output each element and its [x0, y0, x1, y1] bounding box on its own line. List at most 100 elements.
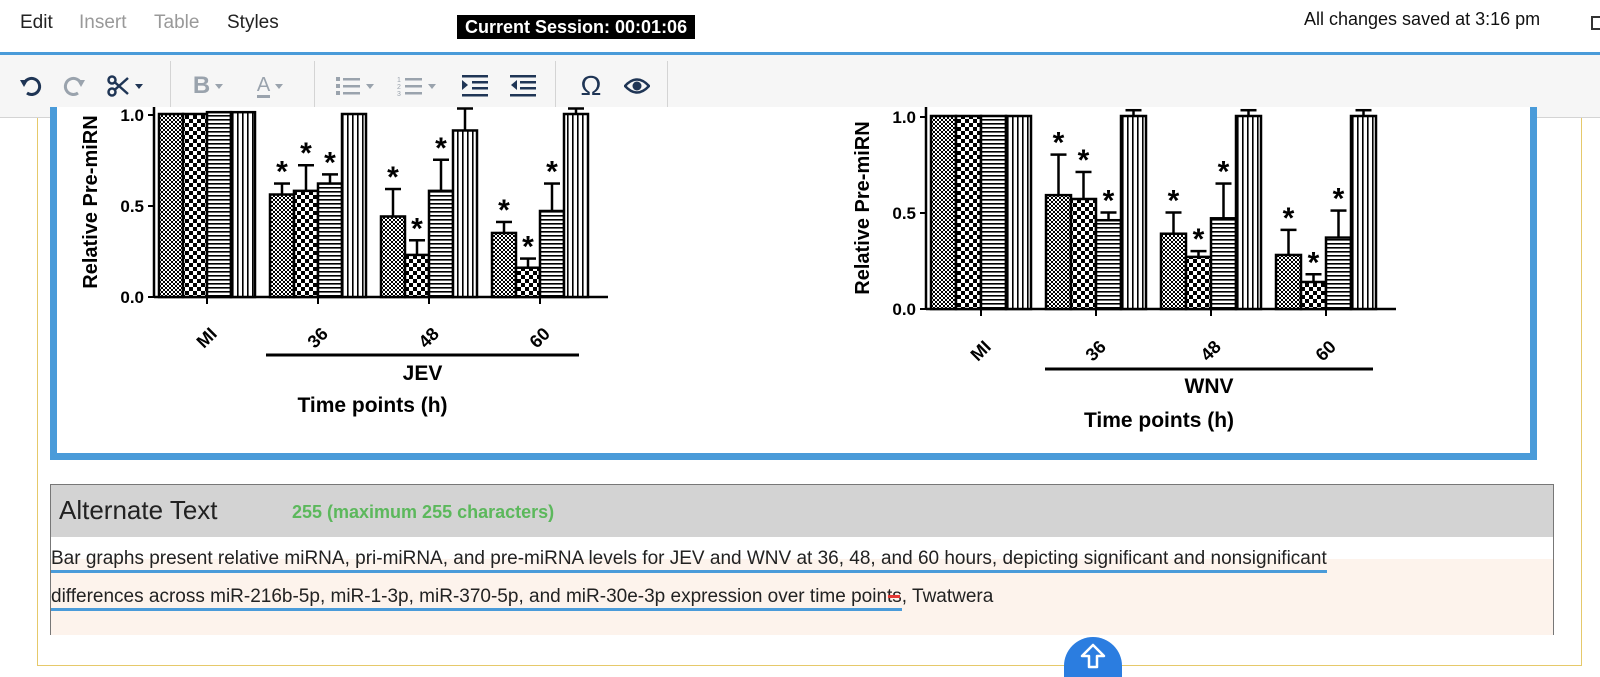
- bar: [514, 266, 542, 299]
- x-tick-label: 60: [526, 324, 554, 352]
- significance-marker: *: [1333, 183, 1345, 216]
- bullet-list-icon: [335, 77, 360, 95]
- bold-icon: B: [192, 72, 211, 99]
- undo-button[interactable]: [14, 69, 48, 103]
- significance-marker: *: [1168, 185, 1180, 218]
- alt-text-line-2-suffix: , Twatwera: [901, 586, 994, 607]
- outdent-button[interactable]: [506, 69, 540, 103]
- group-label: JEV: [403, 362, 443, 385]
- significance-marker: *: [522, 231, 534, 264]
- menu-table[interactable]: Table: [154, 12, 200, 33]
- alt-text-panel: Alternate Text 255 (maximum 255 characte…: [50, 484, 1554, 635]
- special-character-button[interactable]: Ω: [574, 69, 608, 103]
- bar: [268, 193, 296, 299]
- y-axis-label: Relative Pre-miRN: [80, 115, 102, 288]
- significance-marker: *: [1103, 185, 1115, 218]
- redo-icon: [63, 77, 85, 96]
- bar: [1209, 217, 1238, 311]
- bar: [403, 253, 431, 299]
- toolbar-divider: [314, 61, 315, 113]
- menu-edit[interactable]: Edit: [20, 12, 53, 33]
- svg-text:3: 3: [397, 91, 401, 97]
- alt-text-title: Alternate Text: [59, 495, 218, 525]
- bar: [316, 182, 344, 299]
- numbered-list-dropdown[interactable]: 1 2 3: [393, 69, 439, 103]
- redo-button[interactable]: [57, 69, 91, 103]
- character-counter: 255 (maximum 255 characters): [292, 502, 555, 522]
- menubar: Edit Insert Table Styles Current Session…: [0, 0, 1600, 55]
- bar: [340, 112, 368, 299]
- preview-button[interactable]: [620, 69, 654, 103]
- bar: [1119, 114, 1148, 311]
- bar: [1324, 236, 1353, 311]
- arrow-up-icon: [1080, 643, 1106, 669]
- y-axis-label: Relative Pre-miRN: [852, 121, 874, 294]
- bar: [181, 112, 209, 299]
- svg-text:1: 1: [397, 77, 401, 84]
- outdent-icon: [510, 75, 536, 97]
- bar: [1159, 232, 1188, 311]
- alt-text-line: Bar graphs present relative miRNA, pri-m…: [51, 548, 1327, 573]
- x-tick-label: MI: [967, 337, 995, 365]
- significance-marker: *: [276, 156, 288, 189]
- alt-text-input[interactable]: Bar graphs present relative miRNA, pri-m…: [51, 548, 1553, 635]
- fullscreen-icon[interactable]: [1591, 16, 1600, 30]
- bar: [979, 114, 1008, 311]
- menu-insert[interactable]: Insert: [79, 12, 127, 33]
- alt-text-line: differences across miR-216b-5p, miR-1-3p…: [51, 586, 994, 611]
- bar: [1349, 114, 1378, 311]
- font-color-dropdown[interactable]: A: [245, 69, 295, 103]
- chevron-down-icon: [215, 83, 224, 89]
- bar: [451, 129, 479, 299]
- indent-button[interactable]: [458, 69, 492, 103]
- toolbar-divider: [170, 61, 171, 113]
- bold-dropdown[interactable]: B: [185, 69, 231, 103]
- bar: [1299, 280, 1328, 311]
- bar: [205, 110, 233, 299]
- significance-marker: *: [1078, 144, 1090, 177]
- significance-marker: *: [1218, 156, 1230, 189]
- bar: [1069, 197, 1098, 311]
- special-character-icon: Ω: [580, 70, 602, 101]
- scissors-icon: [106, 75, 129, 97]
- chevron-down-icon: [275, 83, 284, 89]
- y-tick-label: 1.0: [120, 107, 144, 125]
- significance-marker: *: [1308, 246, 1320, 279]
- significance-marker: *: [1193, 223, 1205, 256]
- y-tick-label: 0.5: [120, 197, 144, 216]
- bar: [1004, 114, 1033, 311]
- editor-area[interactable]: [37, 118, 1582, 666]
- menu-styles[interactable]: Styles: [227, 12, 279, 33]
- significance-marker: *: [387, 161, 399, 194]
- bar: [379, 215, 407, 299]
- bar: [427, 189, 455, 299]
- font-color-icon: A: [256, 73, 271, 98]
- bar: [1234, 114, 1263, 311]
- bar: [1094, 218, 1123, 311]
- bar: [229, 110, 257, 299]
- chevron-down-icon: [134, 83, 143, 89]
- bar-chart-figure: 0.0 0.5 1.0 Relative Pre-miRN * * * * * * * * * MI 36 4…: [80, 107, 1396, 432]
- significance-marker: *: [435, 132, 447, 165]
- bar: [954, 114, 983, 311]
- figure-image[interactable]: 0.0 0.5 1.0 Relative Pre-miRN * * * * * * * * * MI 36 4…: [50, 107, 1537, 460]
- bar: [538, 209, 566, 299]
- cut-dropdown[interactable]: [101, 69, 147, 103]
- bullet-list-dropdown[interactable]: [331, 69, 377, 103]
- y-tick-label: 0.0: [892, 300, 916, 319]
- significance-marker: *: [324, 146, 336, 179]
- x-tick-label: 48: [1197, 337, 1225, 365]
- x-tick-label: 36: [304, 324, 332, 352]
- bar: [929, 114, 958, 311]
- group-label: WNV: [1185, 375, 1234, 398]
- x-tick-label: MI: [193, 324, 221, 352]
- x-tick-label: 48: [415, 324, 443, 352]
- bar: [1184, 255, 1213, 311]
- undo-icon: [20, 77, 42, 96]
- chevron-down-icon: [427, 83, 436, 89]
- y-tick-label: 1.0: [892, 108, 916, 127]
- alt-text-line-1: Bar graphs present relative miRNA, pri-m…: [51, 548, 1327, 573]
- bar: [1044, 193, 1073, 311]
- bar: [562, 112, 590, 299]
- significance-marker: *: [300, 137, 312, 170]
